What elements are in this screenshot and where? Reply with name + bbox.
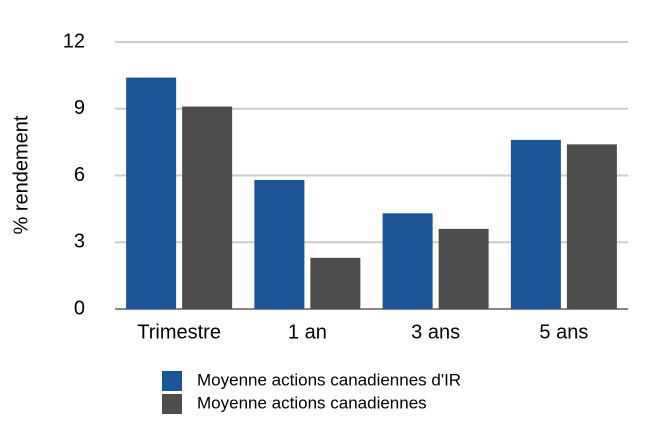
x-tick-label: 1 an bbox=[288, 321, 327, 343]
legend-label: Moyenne actions canadiennes bbox=[197, 393, 427, 412]
y-axis-label: % rendement bbox=[10, 115, 32, 234]
bar bbox=[382, 213, 433, 309]
x-tick-label: 5 ans bbox=[539, 321, 588, 343]
y-tick-label: 9 bbox=[74, 97, 85, 119]
y-tick-label: 0 bbox=[74, 297, 85, 319]
bar bbox=[310, 257, 361, 309]
x-tick-label: 3 ans bbox=[411, 321, 460, 343]
bar bbox=[126, 77, 177, 309]
bar bbox=[510, 139, 561, 309]
legend-swatch bbox=[162, 394, 182, 414]
legend-swatch bbox=[162, 371, 182, 391]
y-tick-label: 3 bbox=[74, 231, 85, 253]
bar bbox=[254, 179, 305, 309]
bar bbox=[566, 144, 617, 309]
x-tick-label: Trimestre bbox=[137, 321, 221, 343]
y-tick-label: 12 bbox=[63, 30, 85, 52]
bar bbox=[438, 228, 489, 309]
y-tick-label: 6 bbox=[74, 164, 85, 186]
bar bbox=[182, 106, 233, 310]
legend-label: Moyenne actions canadiennes d'IR bbox=[197, 370, 461, 389]
